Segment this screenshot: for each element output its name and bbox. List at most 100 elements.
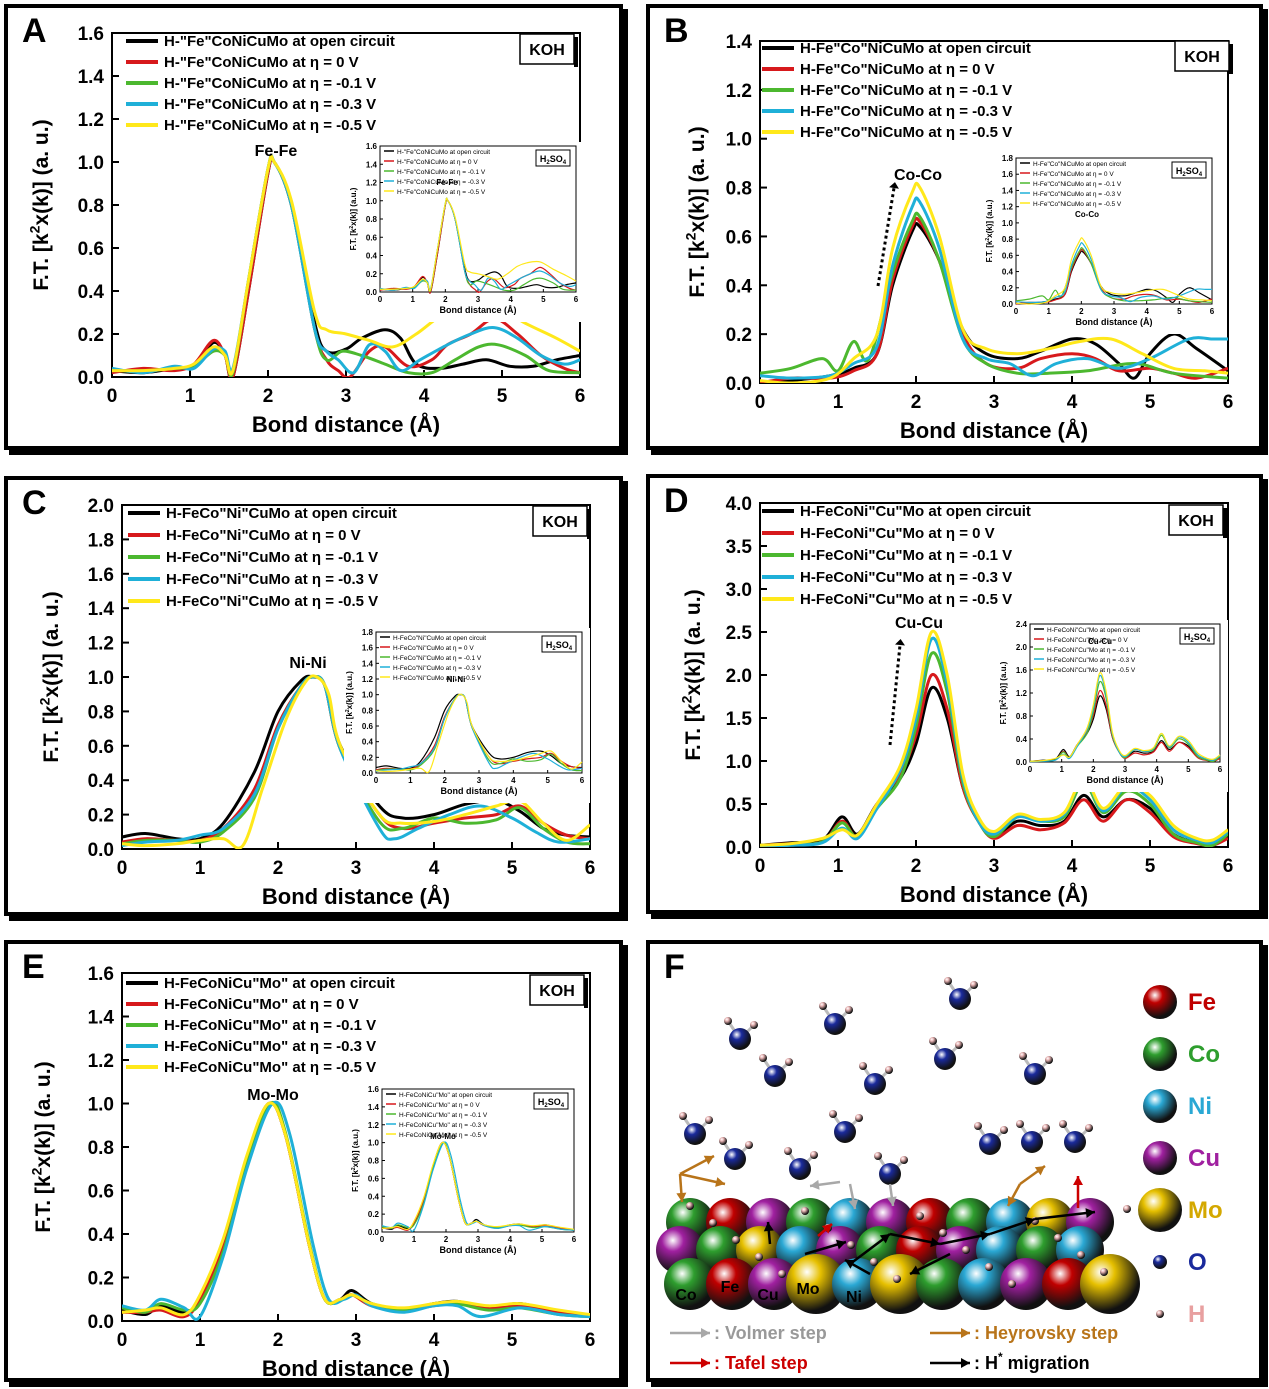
y-tick-label: 1.4 [362,659,374,668]
y-tick-label: 0.4 [726,276,753,297]
migration-arrow-head [910,1265,921,1275]
y-tick-label: 1.5 [726,709,753,730]
badge-label: KOH [529,42,565,59]
heyrovsky-arrow-head [1007,1195,1017,1206]
h-atom [724,1017,732,1025]
y-axis-label-sup: 2 [345,709,351,712]
step-legend-label: : Volmer step [714,1323,827,1343]
y-tick-label: 2.0 [1016,643,1028,652]
x-tick-label: 2 [911,392,922,413]
inset-legend-label: H-FeCoNiCu"Mo" at η = 0 V [399,1102,480,1109]
peak-label: Co-Co [894,167,942,184]
inset-legend-label: H-"Fe"CoNiCuMo at η = -0.3 V [397,179,486,186]
h-atom [1045,1056,1053,1064]
legend-label: H-FeCo"Ni"CuMo at η = 0 V [166,527,361,544]
x-axis-label: Bond distance (Å) [262,883,450,909]
h-atom [870,1258,878,1266]
x-tick-label: 5 [507,1330,518,1351]
co-surface-atom [664,1258,716,1310]
x-tick-label: 3 [351,1330,362,1351]
y-axis-label-sup: 2 [999,700,1005,703]
badge-sub: 4 [569,646,573,652]
y-tick-label: 1.2 [88,634,114,655]
h-atom [1008,1280,1016,1288]
y-tick-label: 0.2 [726,325,752,346]
legend-label: H-Fe"Co"NiCuMo at η = -0.1 V [800,82,1012,99]
x-tick-label: 5 [1145,392,1156,413]
y-tick-label: 1.4 [726,32,753,53]
o-atom [764,1065,786,1087]
inset-legend-label: H-"Fe"CoNiCuMo at open circuit [397,149,490,156]
inset-peak-label: Ni-Ni [447,675,466,684]
y-axis-label-part: x(k)] (a.u.) [345,671,354,710]
h-atom [829,1110,837,1118]
panel-f: Fe Co Ni Cu Mo O H Co Fe Cu Mo Ni: Volmer step: Hey… [646,940,1263,1382]
panel-label-f: F [664,948,685,986]
atom-label-cu: Cu [757,1287,778,1304]
inset-legend-label: H-Fe"Co"NiCuMo at η = -0.3 V [1033,191,1122,198]
atom-label-mo: Mo [796,1281,819,1298]
badge-frame [519,33,575,65]
x-tick-label: 6 [1223,856,1234,877]
inset-series-line-5 [381,1141,575,1231]
step-legend-arrow-head [961,1358,970,1368]
x-tick-label: 1 [1046,307,1051,316]
o-atom [1021,1131,1043,1153]
inset-badge-frame [535,149,571,167]
h-atom [679,1112,687,1120]
migration-arrow-head [930,1237,940,1248]
inset-electrolyte-badge: H2SO4 [533,1092,569,1110]
inset-y-axis-label: F.T. [k2x(k)] (a.u.) [985,199,994,262]
x-tick-label: 4 [1067,856,1078,877]
h-atom [1059,1120,1067,1128]
badge-sub: 2 [1182,172,1186,178]
x-tick-label: 3 [477,776,482,785]
h-atom [847,1241,855,1249]
x-tick-label: 3 [476,295,481,304]
y-tick-label: 0.6 [366,233,378,242]
legend-label: H-FeCoNiCu"Mo" at η = 0 V [164,996,359,1013]
panel-c: 0 1 2 3 4 5 6 0.0 0.2 0.4 0.6 0.8 1.0 1.2 1.4 1.6 1.8 2.0… [4,476,623,916]
y-tick-label: 0.8 [366,215,378,224]
badge-part: H [538,1097,545,1107]
step-label-part: : H [974,1353,998,1373]
inset-legend-label: H-FeCoNi"Cu"Mo at open circuit [1047,627,1140,634]
inset-legend-label: H-Fe"Co"NiCuMo at η = 0 V [1033,171,1114,178]
y-tick-label: 1.6 [88,964,114,985]
badge-part: SO [1186,166,1199,176]
y-axis-label-part: F.T. [k [999,702,1008,724]
migration-arrow-head [1024,1217,1035,1227]
inset-legend-label: H-"Fe"CoNiCuMo at η = 0 V [397,159,478,166]
x-tick-label: 5 [507,858,518,879]
y-tick-label: 1.2 [366,179,378,188]
migration-arrow-head [763,1222,774,1232]
y-tick-label: 1.2 [368,1121,380,1130]
ni-surface-atom [958,1258,1010,1310]
trend-arrowhead [895,639,905,646]
legend-label: H-FeCoNiCu"Mo" at η = -0.5 V [164,1059,376,1076]
y-axis-label-part: F.T. [k [349,228,358,250]
x-tick-label: 0 [117,1330,128,1351]
series-line-1 [760,222,1228,383]
badge-sub: 4 [563,160,567,166]
y-tick-label: 0.0 [368,1228,380,1237]
y-tick-label: 1.6 [368,1085,380,1094]
inset-legend-label: H-Fe"Co"NiCuMo at η = -0.1 V [1033,181,1122,188]
inset-badge-label: H2SO4 [538,1097,565,1109]
y-tick-label: 0.4 [362,738,374,747]
legend-label: H-FeCoNi"Cu"Mo at open circuit [800,503,1031,520]
h-atom [810,1151,818,1159]
inset-legend-label: H-Fe"Co"NiCuMo at η = -0.5 V [1033,201,1122,208]
y-tick-label: 1.0 [362,691,374,700]
atom-label-co: Co [675,1287,697,1304]
step-label-sup: * [998,1350,1003,1364]
tafel-arrow-head [1073,1176,1083,1185]
inset-x-axis-label: Bond distance (Å) [1086,775,1163,785]
o-atom [879,1163,901,1185]
y-tick-label: 1.8 [88,530,114,551]
y-tick-label: 0.2 [1002,284,1014,293]
x-tick-label: 5 [1177,307,1182,316]
x-tick-label: 6 [572,1235,577,1244]
y-tick-label: 1.0 [726,752,752,773]
y-axis-label: F.T. [k2x(k)] (a. u.) [27,119,53,290]
